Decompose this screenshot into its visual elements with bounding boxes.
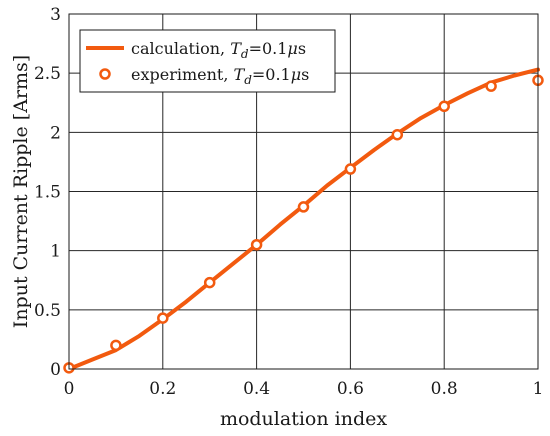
y-tick-label: 1.5 [34, 183, 61, 203]
experiment-data-point [438, 100, 450, 113]
legend-entry-experiment: experiment, Td=0.1μs [131, 65, 309, 87]
y-tick-label: 2.5 [34, 64, 61, 84]
x-tick-label: 0.8 [431, 379, 458, 399]
x-axis-ticks: 0 0.2 0.4 0.6 0.8 1 [64, 379, 544, 399]
experiment-data-point [110, 339, 122, 352]
experiment-data-point [344, 163, 357, 175]
experiment-data-point [250, 239, 263, 251]
y-axis-ticks: 0 0.5 1 1.5 2 2.5 3 [34, 5, 61, 380]
experiment-data-point [297, 201, 310, 213]
plot-area [63, 67, 544, 374]
legend-marker-sample [99, 68, 111, 80]
y-tick-label: 1 [50, 242, 61, 262]
calculation-series-line [67, 67, 540, 371]
x-tick-label: 0.2 [149, 379, 176, 399]
x-tick-label: 0.6 [337, 379, 364, 399]
experiment-data-point [485, 80, 497, 92]
y-tick-label: 0.5 [34, 301, 61, 321]
x-tick-label: 1 [533, 379, 544, 399]
y-tick-label: 2 [50, 123, 61, 143]
legend-box [79, 29, 336, 93]
x-axis-label: modulation index [220, 408, 387, 430]
plot-frame [68, 13, 539, 370]
y-tick-label: 0 [50, 360, 61, 380]
x-tick-label: 0 [64, 379, 75, 399]
experiment-data-point [391, 128, 404, 141]
y-axis-label: Input Current Ripple [Arms] [10, 55, 32, 328]
experiment-data-point [203, 276, 216, 289]
experiment-data-point [157, 312, 169, 324]
y-tick-label: 3 [50, 5, 61, 25]
legend: calculation, Td=0.1μs experiment, Td=0.1… [79, 29, 336, 93]
x-tick-label: 0.4 [243, 379, 270, 399]
legend-entry-calculation: calculation, Td=0.1μs [131, 39, 306, 61]
